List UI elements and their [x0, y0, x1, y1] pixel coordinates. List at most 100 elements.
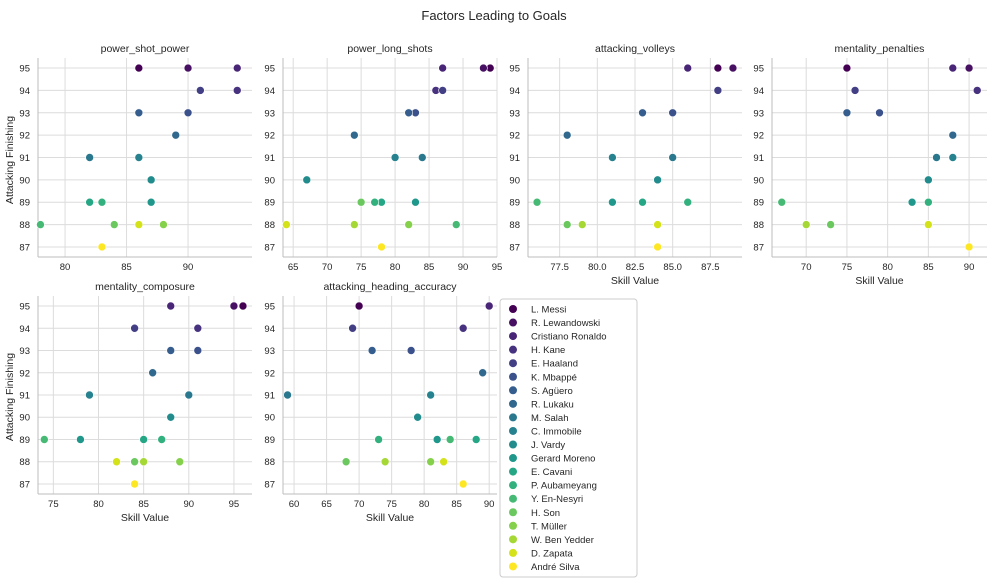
- y-tick-label: 93: [264, 346, 275, 357]
- panel-title: attacking_volleys: [595, 43, 675, 55]
- legend-entry: R. Lukaku: [531, 399, 574, 410]
- legend-entry: André Silva: [531, 562, 580, 573]
- y-tick-label: 95: [264, 302, 275, 313]
- panels: power_shot_power 80 85 90 87 88 89 90 91 92 93 94 95…: [19, 43, 987, 524]
- point-T. Müller: [404, 220, 413, 229]
- point-André Silva: [458, 479, 468, 489]
- legend-marker: [509, 508, 517, 517]
- point-S. Agüero: [638, 108, 647, 118]
- y-tick-label: 90: [264, 175, 275, 186]
- y-tick-label: 87: [19, 242, 30, 253]
- y-tick-label: 90: [19, 413, 30, 424]
- y-tick-label: 91: [264, 153, 275, 164]
- point-D. Zapata: [134, 220, 144, 229]
- y-tick-label: 95: [264, 64, 275, 75]
- point-S. Agüero: [367, 346, 377, 355]
- x-tick-label: 80.0: [588, 262, 607, 273]
- legend-marker: [509, 548, 517, 557]
- point-R. Lewandowski: [728, 63, 738, 73]
- y-tick-label: 95: [509, 64, 520, 75]
- x-tick-label: 90: [484, 499, 495, 510]
- y-tick-label: 90: [753, 175, 764, 186]
- y-axis-label-row-2: Attacking Finishing: [4, 353, 16, 441]
- point-L. Messi: [134, 63, 144, 73]
- point-P. Aubameyang: [97, 197, 107, 207]
- point-M. Salah: [184, 390, 194, 400]
- panel-title: power_shot_power: [101, 43, 190, 55]
- point-S. Agüero: [404, 108, 413, 118]
- point-M. Salah: [668, 153, 677, 162]
- point-Y. En-Nesyri: [445, 435, 455, 444]
- point-R. Lewandowski: [479, 63, 488, 73]
- point-K. Mbappé: [875, 108, 884, 118]
- point-J. Vardy: [413, 412, 422, 422]
- panel-title: mentality_composure: [95, 281, 195, 293]
- point-D. Zapata: [439, 457, 448, 467]
- legend-marker: [509, 521, 517, 530]
- x-tick-label: 80: [93, 499, 104, 510]
- legend-entry: R. Lewandowski: [531, 318, 600, 329]
- y-tick-label: 89: [753, 198, 764, 209]
- legend-marker: [509, 467, 517, 476]
- legend-entry: Gerard Moreno: [531, 454, 595, 465]
- panel-power_long_shots: power_long_shots 65 70 75 80 85 90 95 87 88 89 90 91…: [264, 43, 502, 273]
- x-tick-label: 65: [321, 499, 332, 510]
- point-H. Kane: [458, 323, 468, 333]
- point-Cristiano Ronaldo: [438, 63, 447, 73]
- legend-marker: [509, 426, 517, 435]
- legend-marker: [509, 440, 517, 449]
- x-axis-label: Skill Value: [855, 275, 903, 287]
- point-D. Zapata: [924, 220, 933, 229]
- legend-marker: [509, 318, 517, 327]
- point-D. Zapata: [653, 220, 662, 229]
- panel-attacking_heading_accuracy: attacking_heading_accuracy 60 65 70 75 80 85 90…: [264, 281, 497, 524]
- y-tick-label: 91: [19, 153, 30, 164]
- x-tick-label: 75: [842, 262, 853, 273]
- x-tick-label: 90: [183, 262, 194, 273]
- y-tick-label: 95: [19, 64, 30, 75]
- point-K. Mbappé: [668, 108, 677, 118]
- x-tick-label: 60: [289, 499, 300, 510]
- point-J. Vardy: [653, 175, 662, 185]
- legend-marker: [509, 399, 517, 408]
- point-M. Salah: [932, 153, 941, 162]
- legend-entry: C. Immobile: [531, 426, 582, 437]
- legend-entry: Cristiano Ronaldo: [531, 332, 607, 343]
- y-tick-label: 88: [19, 220, 30, 231]
- point-T. Müller: [159, 220, 168, 229]
- point-W. Ben Yedder: [139, 457, 148, 467]
- y-tick-label: 89: [19, 435, 30, 446]
- y-tick-label: 95: [19, 302, 30, 313]
- legend-marker: [509, 345, 517, 354]
- point-André Silva: [377, 242, 386, 252]
- x-tick-label: 65: [288, 262, 299, 273]
- x-tick-label: 90: [184, 499, 195, 510]
- point-Cristiano Ronaldo: [948, 63, 958, 73]
- y-tick-label: 88: [753, 220, 764, 231]
- y-tick-label: 88: [264, 220, 275, 231]
- y-tick-label: 94: [264, 86, 275, 97]
- y-tick-label: 93: [19, 346, 30, 357]
- point-W. Ben Yedder: [577, 220, 587, 229]
- y-tick-label: 89: [264, 435, 275, 446]
- legend-marker: [509, 481, 517, 490]
- point-R. Lewandowski: [964, 63, 974, 73]
- point-E. Cavani: [85, 197, 94, 207]
- point-J. Vardy: [146, 175, 156, 185]
- point-H. Son: [130, 457, 139, 467]
- y-tick-label: 92: [509, 131, 520, 142]
- x-tick-label: 85: [138, 499, 149, 510]
- legend-entry: W. Ben Yedder: [531, 535, 594, 546]
- legend-entry: Y. En-Nesyri: [531, 494, 583, 505]
- point-E. Cavani: [471, 435, 481, 444]
- point-André Silva: [130, 479, 139, 489]
- point-J. Vardy: [166, 412, 176, 422]
- x-tick-label: 90: [964, 262, 975, 273]
- point-T. Müller: [426, 457, 435, 467]
- x-tick-label: 75: [356, 262, 367, 273]
- y-tick-label: 89: [509, 198, 520, 209]
- point-R. Lukaku: [350, 130, 359, 140]
- point-H. Son: [562, 220, 572, 229]
- x-tick-label: 77.5: [550, 262, 569, 273]
- legend-entry: P. Aubameyang: [531, 481, 597, 492]
